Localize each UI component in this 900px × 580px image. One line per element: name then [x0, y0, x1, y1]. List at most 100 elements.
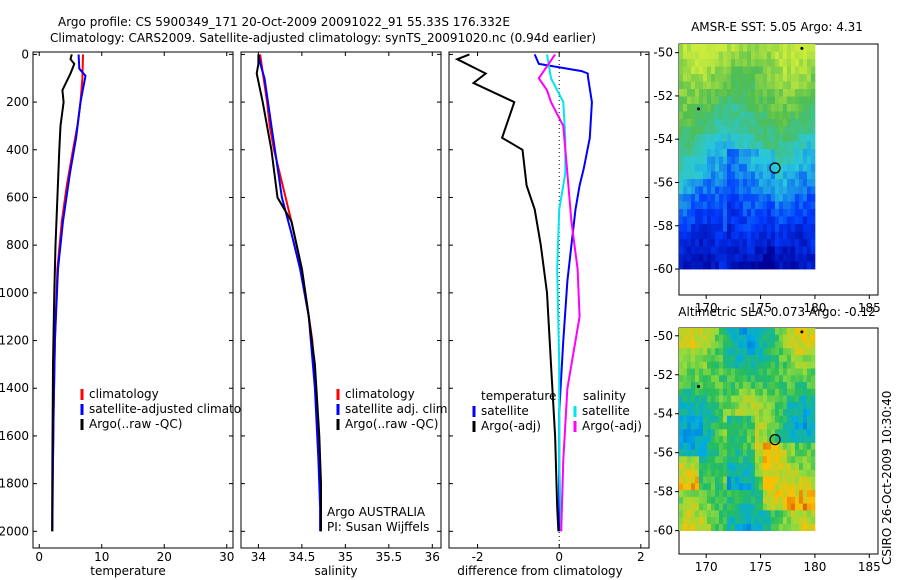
heatmap-cell [790, 59, 796, 67]
heatmap-cell [718, 476, 724, 484]
heatmap-cell [806, 254, 812, 262]
heatmap-cell [758, 261, 764, 270]
heatmap-cell [734, 409, 740, 417]
heatmap-cell [794, 510, 800, 518]
heatmap-cell [794, 194, 800, 202]
heatmap-cell [726, 469, 732, 477]
heatmap-cell [730, 368, 736, 376]
heatmap-cell [738, 523, 744, 532]
heatmap-cell [758, 164, 764, 172]
heatmap-cell [770, 355, 776, 363]
heatmap-cell [770, 51, 776, 60]
heatmap-cell [794, 395, 800, 403]
heatmap-cell [722, 126, 728, 135]
heatmap-cell [694, 171, 700, 180]
heatmap-cell [706, 334, 712, 342]
heatmap-cell [718, 523, 724, 532]
heatmap-cell [726, 388, 732, 396]
heatmap-cell [794, 341, 800, 349]
heatmap-cell [698, 388, 704, 396]
heatmap-cell [706, 209, 712, 217]
heatmap-cell [782, 328, 788, 336]
heatmap-cell [770, 254, 776, 262]
heatmap-cell [766, 171, 772, 180]
lat-tick-label: -60 [653, 524, 673, 538]
heatmap-cell [702, 186, 708, 195]
heatmap-cell [706, 246, 712, 255]
heatmap-cell [726, 334, 732, 342]
heatmap-cell [770, 149, 776, 157]
heatmap-cell [806, 141, 812, 150]
heatmap-cell [798, 348, 804, 356]
heatmap-cell [770, 368, 776, 376]
heatmap-cell [782, 510, 788, 518]
heatmap-cell [726, 503, 732, 511]
heatmap-cell [679, 164, 684, 172]
heatmap-cell [726, 483, 732, 491]
heatmap-cell [718, 328, 724, 336]
heatmap-cell [690, 104, 696, 112]
heatmap-cell [698, 224, 704, 232]
heatmap-cell [794, 254, 800, 262]
heatmap-cell [750, 149, 756, 157]
heatmap-cell [706, 149, 712, 157]
heatmap-cell [714, 436, 720, 444]
heatmap-cell [790, 164, 796, 172]
heatmap-cell [730, 483, 736, 491]
heatmap-cell [786, 503, 792, 511]
heatmap-cell [702, 89, 708, 97]
heatmap-cell [794, 239, 800, 247]
heatmap-cell [714, 510, 720, 518]
heatmap-cell [786, 141, 792, 150]
heatmap-cell [734, 334, 740, 342]
heatmap-cell [730, 503, 736, 511]
heatmap-cell [679, 179, 684, 187]
heatmap-cell [730, 415, 736, 423]
heatmap-cell [766, 483, 772, 491]
heatmap-cell [770, 388, 776, 396]
heatmap-cell [766, 496, 772, 504]
heatmap-cell [698, 261, 704, 270]
heatmap-cell [738, 341, 744, 349]
heatmap-cell [730, 59, 736, 67]
heatmap-cell [710, 149, 716, 157]
heatmap-cell [806, 334, 812, 342]
heatmap-cell [730, 171, 736, 180]
heatmap-cell [742, 224, 748, 232]
heatmap-cell [714, 361, 720, 369]
heatmap-cell [762, 476, 768, 484]
heatmap-cell [778, 348, 784, 356]
heatmap-cell [718, 89, 724, 97]
heatmap-cell [810, 409, 816, 417]
heatmap-cell [802, 382, 808, 390]
heatmap-cell [746, 469, 752, 477]
heatmap-cell [698, 254, 704, 262]
heatmap-cell [706, 186, 712, 195]
heatmap-cell [706, 355, 712, 363]
heatmap-cell [679, 111, 684, 120]
heatmap-cell [722, 246, 728, 255]
heatmap-cell [702, 375, 708, 383]
heatmap-cell [794, 224, 800, 232]
heatmap-cell [810, 422, 816, 430]
heatmap-cell [810, 111, 816, 120]
heatmap-cell [806, 382, 812, 390]
heatmap-cell [774, 186, 780, 195]
heatmap-cell [750, 194, 756, 202]
heatmap-cell [738, 81, 744, 90]
heatmap-cell [738, 209, 744, 217]
heatmap-cell [766, 201, 772, 210]
heatmap-cell [730, 149, 736, 157]
heatmap-cell [806, 517, 812, 525]
heatmap-cell [738, 456, 744, 464]
heatmap-cell [698, 449, 704, 457]
heatmap-cell [714, 328, 720, 336]
heatmap-cell [806, 523, 812, 532]
heatmap-cell [766, 422, 772, 430]
heatmap-cell [706, 239, 712, 247]
heatmap-cell [750, 246, 756, 255]
lat-tick-label: -52 [653, 368, 673, 382]
heatmap-cell [683, 89, 688, 97]
heatmap-cell [718, 141, 724, 150]
heatmap-cell [734, 429, 740, 437]
